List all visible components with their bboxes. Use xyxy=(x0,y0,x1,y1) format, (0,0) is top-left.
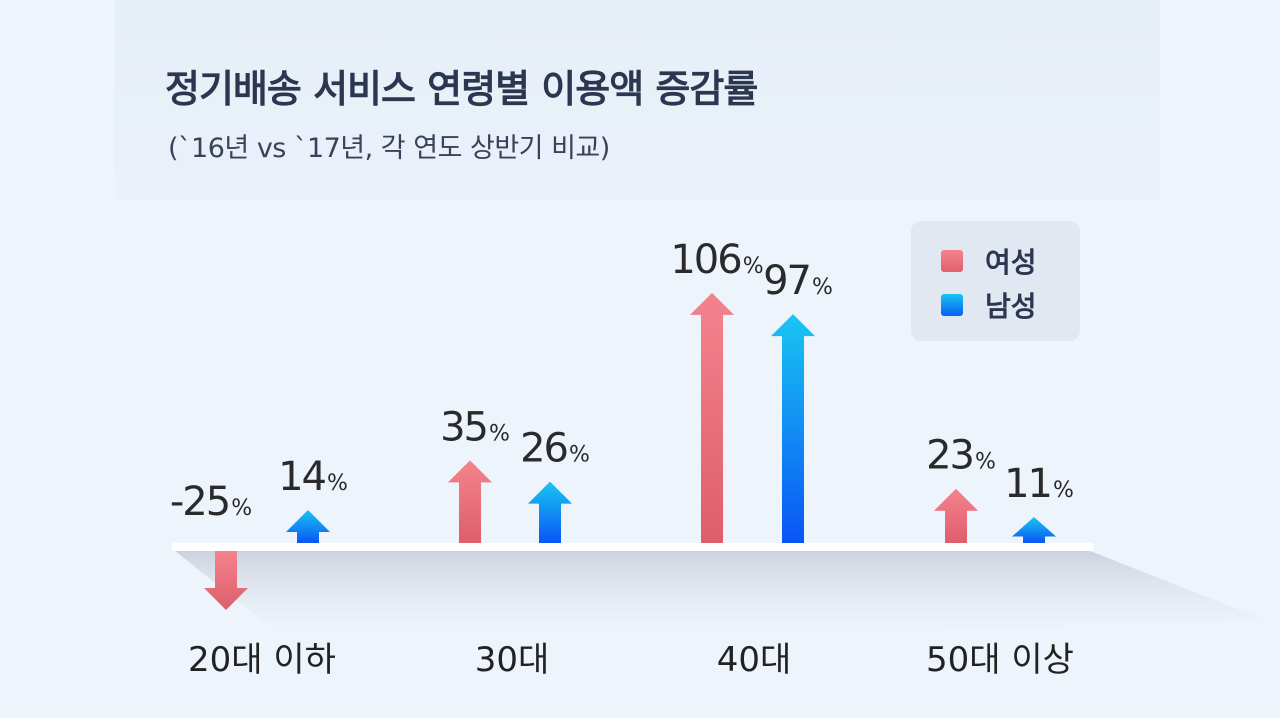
female-value-label: -25% xyxy=(170,479,251,525)
male-value-label: 11% xyxy=(1004,461,1073,507)
female-value-label: 23% xyxy=(926,433,995,479)
legend-item-male: 남성 xyxy=(941,289,1037,323)
female-bar xyxy=(690,292,734,543)
female-bar xyxy=(204,551,248,610)
baseline-shadow xyxy=(175,551,1265,650)
male-swatch xyxy=(941,294,963,316)
legend-label-female: 여성 xyxy=(985,246,1037,279)
male-bar xyxy=(1012,517,1056,543)
chart-subtitle: (`16년 vs `17년, 각 연도 상반기 비교) xyxy=(168,133,610,164)
legend-item-female: 여성 xyxy=(941,245,1037,279)
male-value-label: 14% xyxy=(278,454,347,500)
legend: 여성 남성 xyxy=(911,221,1080,341)
male-value-label: 26% xyxy=(520,426,589,472)
category-label: 30대 xyxy=(474,640,550,680)
female-bar xyxy=(934,488,978,543)
male-value-label: 97% xyxy=(763,258,832,304)
baseline xyxy=(172,543,1093,551)
male-bar xyxy=(528,481,572,543)
header-panel xyxy=(115,0,1160,200)
category-label: 20대 이하 xyxy=(188,640,336,680)
female-swatch xyxy=(941,250,963,272)
male-bar xyxy=(286,509,330,543)
female-value-label: 35% xyxy=(440,404,509,450)
chart-title: 정기배송 서비스 연령별 이용액 증감률 xyxy=(165,67,758,111)
female-value-label: 106% xyxy=(670,237,762,283)
legend-label-male: 남성 xyxy=(985,290,1037,323)
female-bar xyxy=(448,460,492,543)
category-label: 40대 xyxy=(716,640,792,680)
male-bar xyxy=(771,314,815,543)
category-label: 50대 이상 xyxy=(926,640,1074,680)
